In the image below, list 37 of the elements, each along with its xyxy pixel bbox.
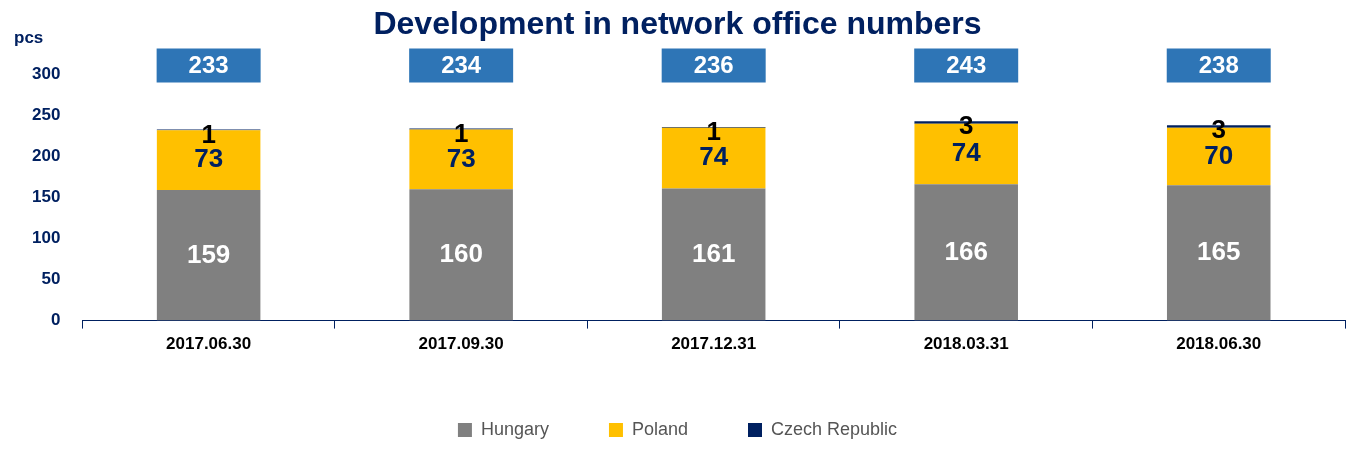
x-tick-label: 2018.03.31 bbox=[923, 334, 1009, 354]
bar bbox=[409, 189, 513, 321]
x-tick-label: 2018.06.30 bbox=[1176, 334, 1262, 354]
chart-title: Development in network office numbers bbox=[373, 5, 982, 42]
total-label: 233 bbox=[188, 51, 229, 79]
y-tick-label: 200 bbox=[31, 146, 61, 166]
data-label: 73 bbox=[194, 143, 224, 174]
x-tick-label: 2017.06.30 bbox=[166, 334, 252, 354]
legend-label: Hungary bbox=[480, 418, 549, 439]
y-tick-label: 50 bbox=[41, 269, 61, 289]
data-label: 73 bbox=[446, 142, 476, 173]
y-tick-label: 150 bbox=[31, 187, 61, 207]
legend-label: Czech Republic bbox=[771, 418, 898, 439]
x-tick-label: 2017.09.30 bbox=[418, 334, 504, 354]
data-label: 165 bbox=[1197, 236, 1241, 267]
x-tick-label: 2017.12.31 bbox=[671, 334, 757, 354]
data-label: 74 bbox=[951, 137, 982, 168]
bar bbox=[914, 184, 1018, 321]
bar bbox=[1166, 185, 1271, 321]
bar bbox=[661, 188, 766, 321]
total-label: 238 bbox=[1198, 51, 1239, 79]
y-tick-label: 300 bbox=[31, 64, 61, 84]
y-axis-title: pcs bbox=[14, 28, 44, 48]
total-label: 236 bbox=[693, 51, 734, 79]
data-label: 159 bbox=[186, 238, 231, 269]
y-tick-label: 0 bbox=[50, 310, 61, 330]
total-label: 234 bbox=[441, 51, 482, 79]
data-label: 160 bbox=[439, 238, 483, 269]
data-label: 74 bbox=[699, 141, 729, 172]
y-tick-label: 250 bbox=[31, 105, 61, 125]
total-label: 243 bbox=[946, 51, 987, 79]
bar bbox=[156, 190, 261, 321]
data-label: 166 bbox=[944, 235, 988, 266]
data-label: 70 bbox=[1204, 139, 1234, 170]
y-tick-label: 100 bbox=[31, 228, 61, 248]
legend-label: Poland bbox=[631, 418, 689, 439]
data-label: 161 bbox=[691, 237, 736, 268]
